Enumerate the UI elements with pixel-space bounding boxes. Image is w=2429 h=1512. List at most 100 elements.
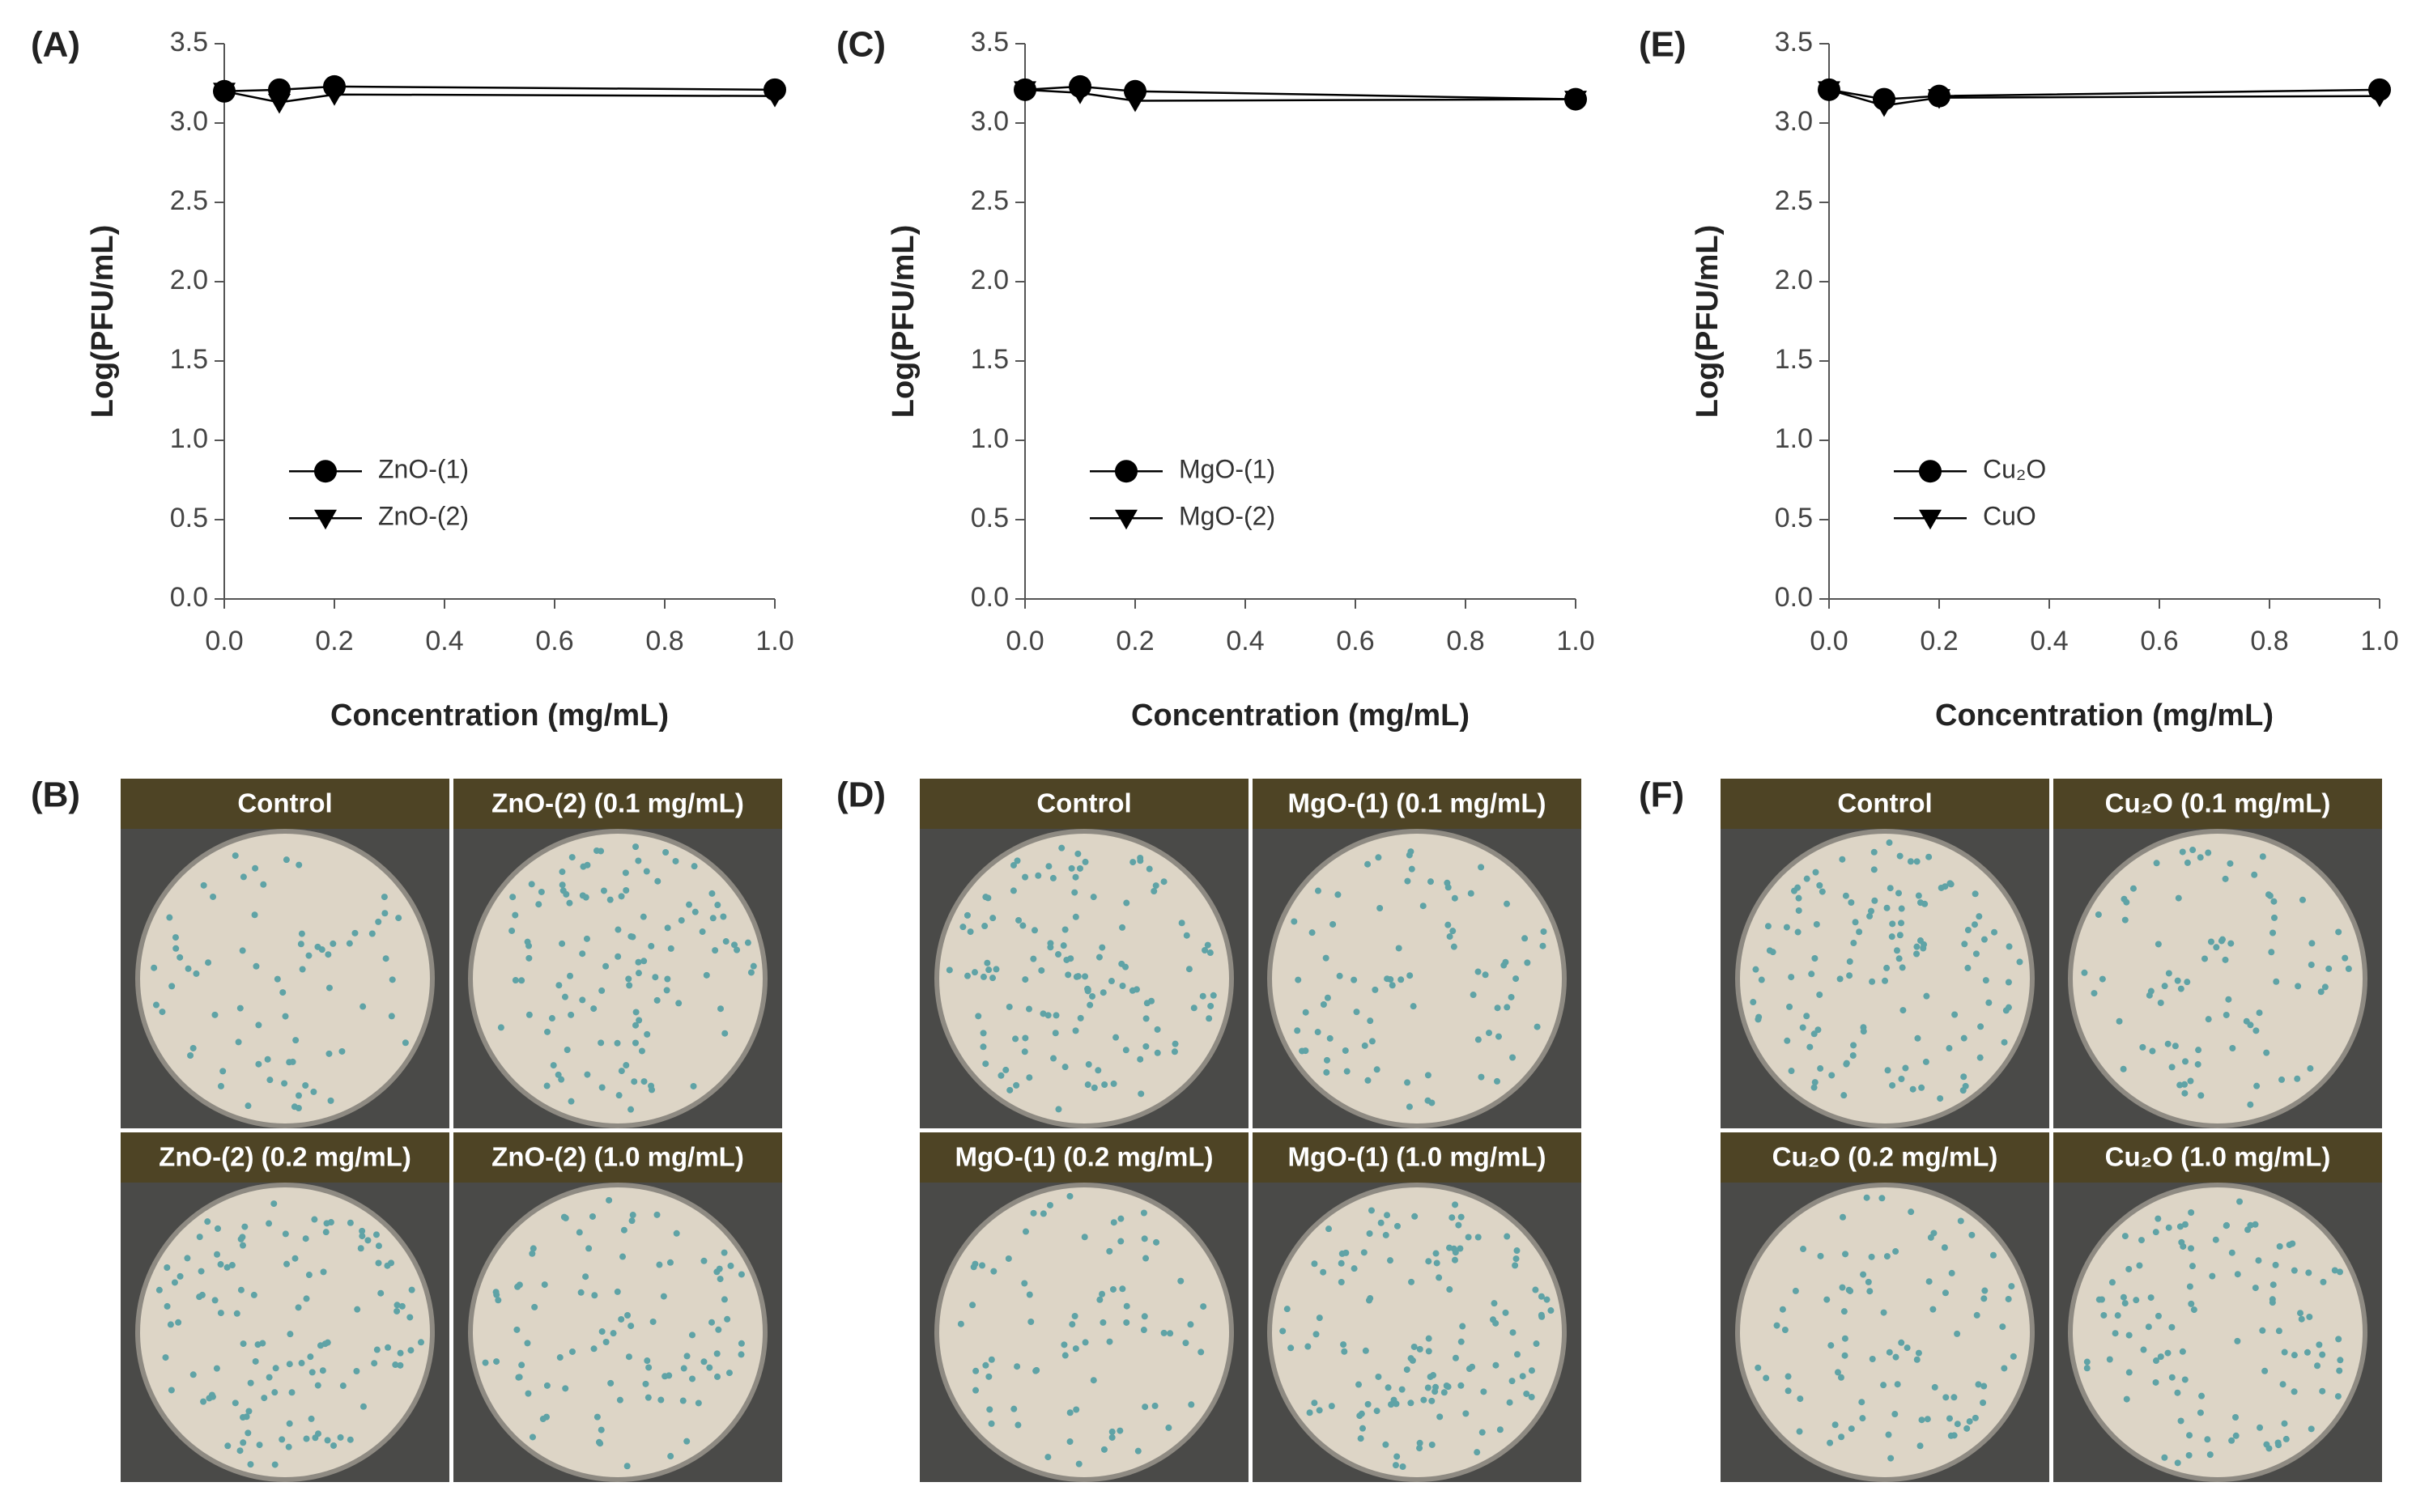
x-tick-label: 0.6 <box>2140 626 2178 656</box>
plaque <box>1283 1306 1291 1313</box>
plaque <box>667 945 674 952</box>
plaque <box>1823 1296 1831 1303</box>
plaque <box>679 1397 687 1404</box>
plate-title: MgO-(1) (0.1 mg/mL) <box>1288 788 1546 818</box>
plaque <box>644 1030 651 1038</box>
plaque <box>1492 1361 1500 1369</box>
x-tick-label: 0.4 <box>425 626 463 656</box>
plaque <box>2207 938 2214 945</box>
plaque <box>2153 1357 2160 1365</box>
plaque <box>1012 1035 1019 1043</box>
plaque <box>653 996 661 1004</box>
plaque <box>2149 1047 2156 1055</box>
plaque <box>1841 1352 1848 1359</box>
plaque <box>1351 1265 1358 1272</box>
plaque <box>1923 992 1930 1000</box>
plaque <box>680 1365 687 1372</box>
plaque <box>1925 853 1933 860</box>
panel-label: (B) <box>31 775 80 815</box>
plaque <box>1123 899 1130 907</box>
plaque <box>627 1323 635 1330</box>
plaque <box>298 1360 305 1367</box>
plaque <box>1106 1338 1113 1345</box>
plaque <box>1816 991 1823 998</box>
plaque <box>1357 1435 1364 1442</box>
plaque <box>708 1319 716 1326</box>
plaque <box>1069 1321 1076 1328</box>
plaque <box>1138 1090 1145 1098</box>
plaque <box>2133 1297 2140 1304</box>
plaque <box>228 1262 236 1269</box>
plaque <box>642 1380 649 1387</box>
plaque <box>1999 1323 2006 1331</box>
plaque <box>266 1077 274 1084</box>
x-tick-label: 0.0 <box>1006 626 1044 656</box>
plaque <box>303 1295 310 1302</box>
plaque <box>264 1055 271 1063</box>
plaque <box>595 1438 602 1446</box>
plaque <box>2153 860 2160 867</box>
plaque <box>722 938 730 945</box>
plaque <box>1898 920 1905 927</box>
plaque <box>1519 1373 1526 1380</box>
plaque <box>389 976 396 983</box>
plaque <box>291 1103 298 1111</box>
plaque <box>245 1408 253 1415</box>
plaque <box>1841 1335 1848 1342</box>
plaque <box>1810 1030 1818 1038</box>
plaque <box>1898 905 1905 912</box>
plaque <box>1785 1387 1792 1395</box>
plaque <box>1341 1348 1348 1355</box>
series-line <box>1024 85 1576 100</box>
data-point <box>764 87 786 108</box>
plaque <box>1784 1037 1791 1044</box>
panel-label: (E) <box>1639 25 1687 65</box>
plaque <box>1850 940 1857 947</box>
plaque <box>295 1304 302 1311</box>
plaque <box>1397 976 1405 983</box>
plaque <box>654 877 661 885</box>
plaque <box>250 1291 257 1298</box>
plaque <box>2314 1362 2321 1370</box>
plaque <box>661 1373 669 1380</box>
plaque <box>1095 1067 1102 1074</box>
plaque <box>1489 1316 1496 1323</box>
plaque <box>2342 954 2349 962</box>
plaque <box>1182 1340 1189 1347</box>
plaque <box>1408 865 1415 873</box>
plaque <box>2120 1065 2127 1072</box>
plaque <box>559 940 566 947</box>
plaque <box>706 1364 713 1371</box>
plaque <box>731 941 738 949</box>
plaque <box>615 953 622 960</box>
plaque <box>1137 1055 1144 1063</box>
plaque <box>2100 1311 2108 1319</box>
plaque <box>2273 978 2280 985</box>
plaque <box>2099 975 2106 983</box>
plaque <box>712 947 719 954</box>
plaque <box>1411 1213 1419 1220</box>
plaque <box>347 1436 354 1443</box>
plaque <box>1831 1421 1839 1429</box>
plaque <box>620 1226 627 1234</box>
plaque <box>1792 1287 1799 1294</box>
plate-header <box>1721 779 2049 829</box>
plaque <box>585 1245 593 1252</box>
plaque <box>1773 1322 1780 1329</box>
plaque <box>555 1071 562 1078</box>
plaque <box>330 940 337 947</box>
plaque <box>1384 1212 1391 1219</box>
plate-header <box>121 779 449 829</box>
plaque <box>1160 878 1168 886</box>
plaque <box>217 1082 224 1089</box>
x-tick-label: 0.6 <box>535 626 573 656</box>
plaque <box>1108 978 1115 985</box>
plaque <box>525 954 533 962</box>
plate-title: MgO-(1) (1.0 mg/mL) <box>1288 1142 1546 1172</box>
plaque <box>629 1212 636 1219</box>
plaque <box>1066 1192 1074 1200</box>
plaque <box>969 1302 976 1309</box>
plaque <box>1868 1253 1875 1260</box>
plaque <box>270 1200 278 1208</box>
plaque <box>2279 1381 2286 1388</box>
